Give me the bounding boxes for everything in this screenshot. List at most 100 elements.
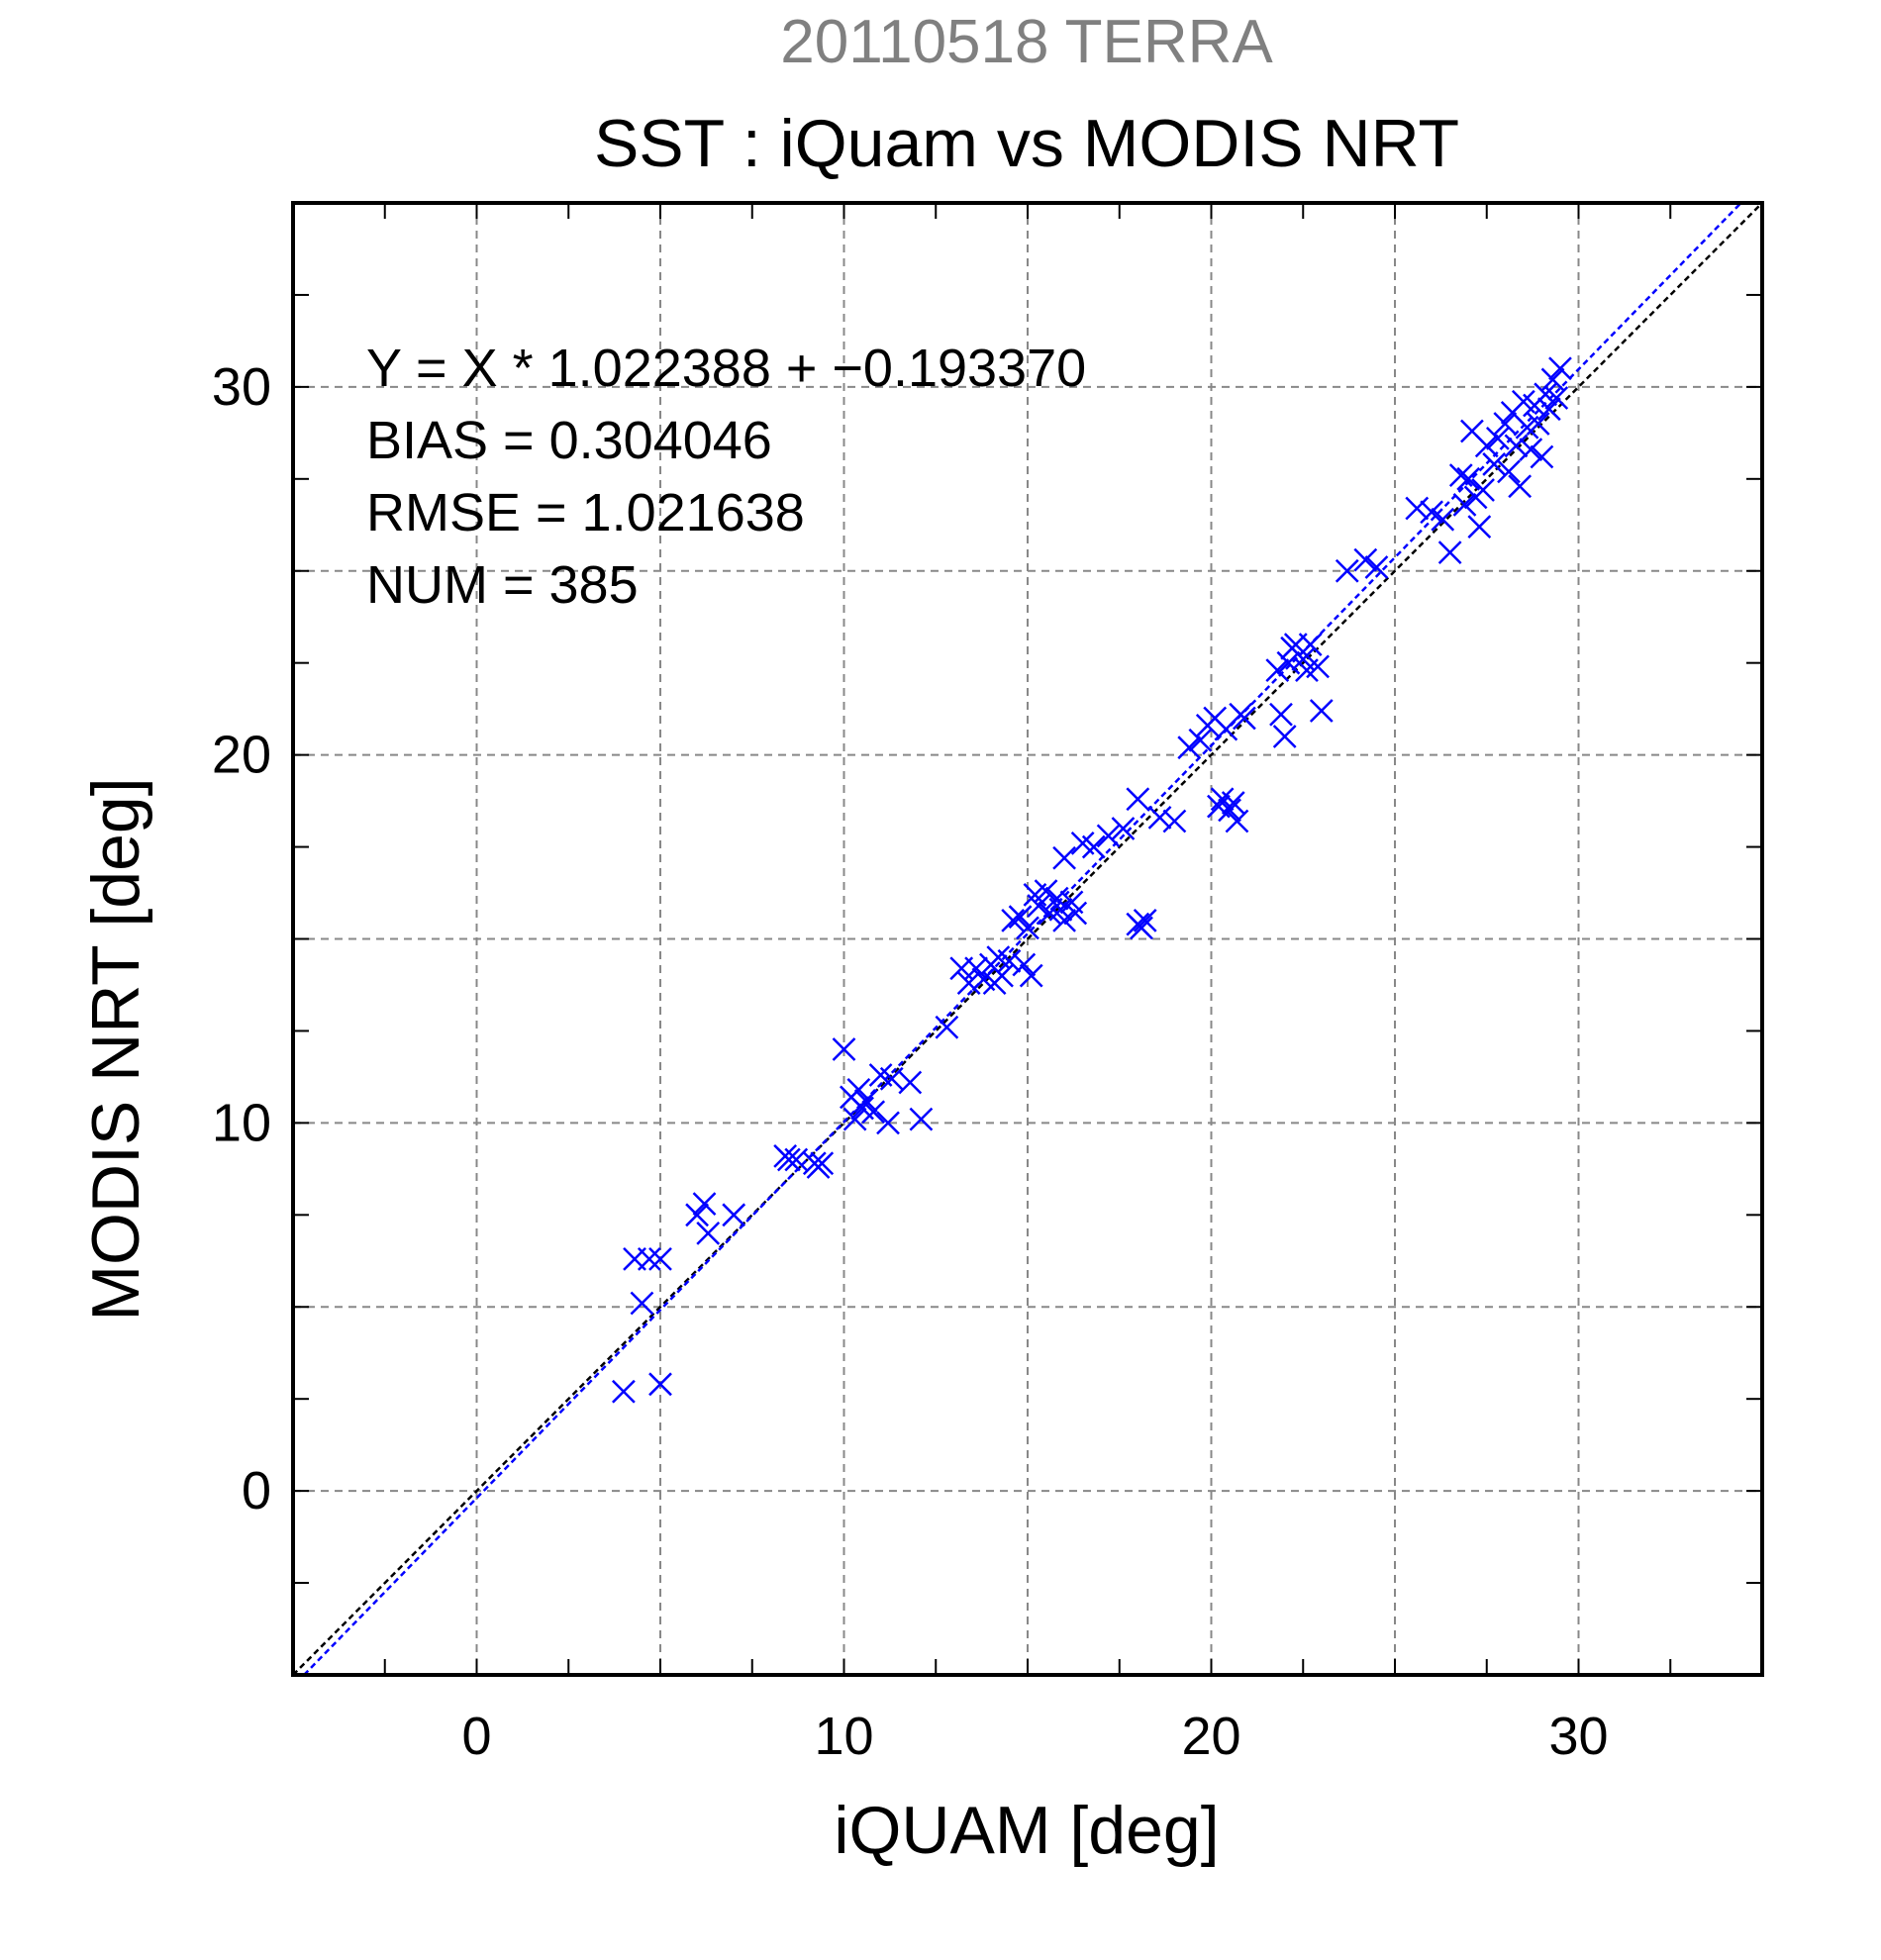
data-point-stroke (648, 1372, 672, 1397)
num-value: NUM = 385 (366, 555, 639, 615)
data-point-stroke (1034, 879, 1058, 904)
data-point-stroke (1431, 507, 1455, 532)
data-point-stroke (1111, 817, 1136, 840)
data-point-stroke (1272, 725, 1297, 748)
data-point (842, 1107, 867, 1131)
data-point (1482, 452, 1507, 476)
data-point (776, 1147, 801, 1172)
data-point-stroke (692, 1192, 717, 1217)
data-point (637, 1247, 661, 1271)
data-point (1218, 798, 1241, 823)
data-point-stroke (876, 1111, 900, 1135)
data-point-stroke (1309, 699, 1334, 723)
data-point (909, 1107, 934, 1131)
data-point (1233, 706, 1256, 731)
data-point-stroke (1012, 952, 1037, 977)
data-point-stroke (1019, 963, 1043, 988)
data-point (1111, 817, 1136, 840)
data-point-stroke (1511, 389, 1535, 414)
data-point-stroke (630, 1291, 654, 1316)
data-point-stroke (846, 1078, 871, 1102)
data-point-stroke (971, 967, 996, 992)
data-point-stroke (1497, 459, 1521, 484)
data-point (612, 1379, 636, 1404)
data-point-stroke (1456, 466, 1481, 491)
data-point-stroke (776, 1147, 801, 1172)
x-tick-labels: 0 10 20 30 (461, 1707, 1608, 1766)
data-point (1221, 791, 1245, 815)
data-point-stroke (1548, 356, 1572, 381)
data-point-stroke (1207, 794, 1231, 819)
data-point-stroke (1052, 845, 1076, 870)
data-point (1437, 540, 1462, 565)
rmse-value: RMSE = 1.021638 (366, 483, 805, 542)
data-point (964, 956, 988, 981)
data-point (1405, 496, 1430, 521)
data-point-stroke (1044, 886, 1069, 911)
data-point (1493, 412, 1518, 436)
data-point (876, 1111, 900, 1135)
data-point-stroke (1130, 916, 1153, 940)
data-point (935, 1015, 959, 1039)
data-point-stroke (1059, 890, 1084, 915)
data-point-stroke (1225, 809, 1249, 833)
data-point (1540, 367, 1565, 392)
data-point-stroke (1493, 412, 1518, 436)
data-point-stroke (1452, 492, 1477, 517)
data-point (648, 1372, 672, 1397)
regression-equation: Y = X * 1.022388 + −0.193370 (366, 339, 1086, 398)
data-point-stroke (1474, 434, 1499, 458)
data-point (1034, 879, 1058, 904)
data-point (1177, 735, 1202, 760)
data-point-stroke (861, 1100, 886, 1125)
data-point-stroke (1027, 894, 1051, 918)
data-point (1096, 824, 1121, 848)
data-point (1298, 633, 1323, 656)
data-point (1431, 507, 1455, 532)
data-point (1133, 909, 1157, 932)
data-point-stroke (1485, 427, 1510, 450)
minor-ticks (293, 203, 1762, 1675)
data-point-stroke (1540, 367, 1565, 392)
data-point-stroke (990, 963, 1014, 988)
data-point-stroke (850, 1096, 874, 1121)
data-point-stroke (1147, 805, 1172, 830)
data-point-stroke (1203, 706, 1228, 731)
bias-value: BIAS = 0.304046 (366, 411, 772, 470)
y-tick-label: 30 (212, 357, 271, 417)
chart-title: SST : iQuam vs MODIS NRT (594, 106, 1459, 181)
data-point-stroke (1221, 791, 1245, 815)
data-point-stroke (986, 945, 1011, 969)
data-point (1544, 386, 1569, 410)
data-point (898, 1070, 923, 1095)
data-point-stroke (648, 1247, 672, 1271)
data-point-stroke (956, 971, 981, 995)
data-point (1448, 463, 1473, 487)
data-point-stroke (832, 1037, 856, 1061)
data-point-stroke (1526, 412, 1550, 436)
y-axis-label: MODIS NRT [deg] (78, 777, 153, 1321)
data-point-stroke (898, 1070, 923, 1095)
data-point-stroke (1519, 438, 1543, 461)
data-point-stroke (1298, 633, 1323, 656)
data-point-stroke (1276, 650, 1301, 675)
data-point (832, 1037, 856, 1061)
data-point-stroke (784, 1147, 809, 1172)
data-point-stroke (1177, 735, 1202, 760)
data-point-stroke (1420, 500, 1443, 525)
data-point (861, 1100, 886, 1125)
data-point-stroke (1467, 515, 1492, 539)
data-point-stroke (935, 1015, 959, 1039)
data-point-stroke (1536, 397, 1561, 422)
data-point-stroke (868, 1063, 893, 1087)
data-point-stroke (1001, 909, 1026, 932)
regression-line (303, 202, 1742, 1676)
data-point (1309, 699, 1334, 723)
data-point-stroke (696, 1222, 721, 1245)
data-point-stroke (1188, 728, 1213, 752)
data-point (879, 1066, 904, 1091)
data-point-stroke (1048, 897, 1073, 922)
data-point-stroke (1437, 540, 1462, 565)
data-point-stroke (1265, 658, 1290, 683)
data-point (1474, 434, 1499, 458)
